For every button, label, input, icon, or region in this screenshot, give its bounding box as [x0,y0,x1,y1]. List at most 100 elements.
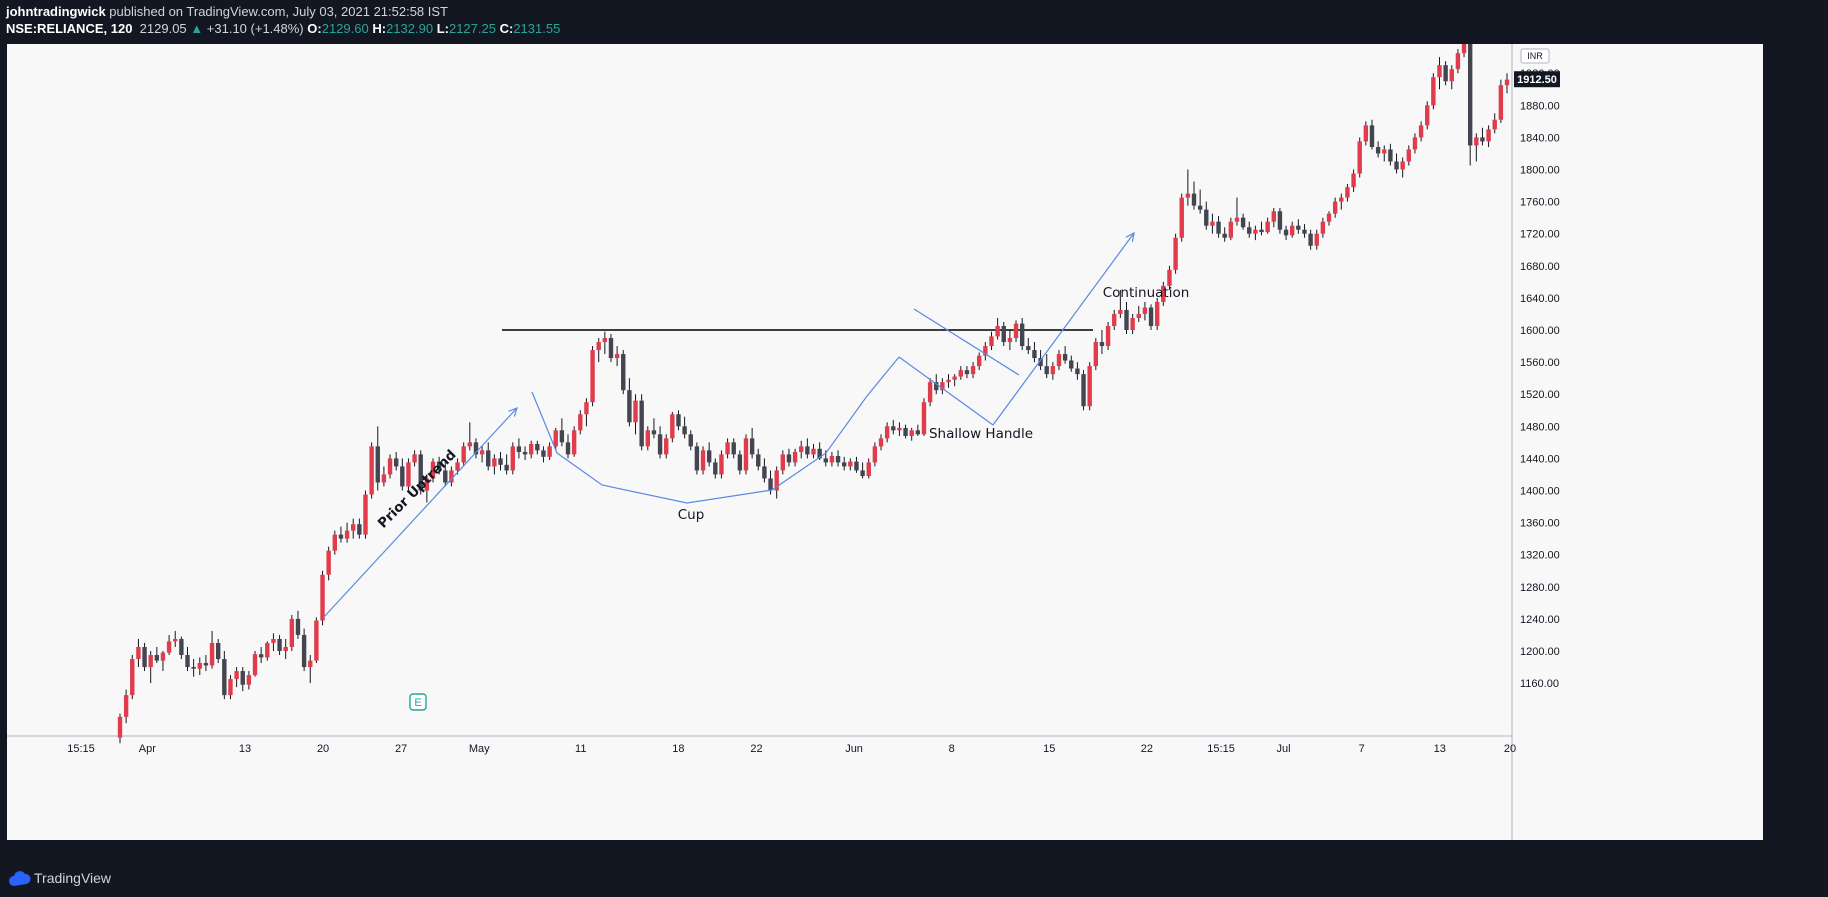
candle-body [1136,313,1141,318]
candle-body [228,679,233,696]
candle-body [197,663,202,669]
candle-body [535,443,540,451]
candle-body [1167,269,1172,286]
author-name[interactable]: johntradingwick [6,4,106,19]
candle-body [1425,105,1430,126]
candle-body [406,462,411,487]
cup-curve [531,356,900,504]
candle-body [418,454,423,491]
candle-body [688,434,693,447]
candle-body [1253,229,1258,234]
candle-body [1443,65,1448,82]
candle-body [676,414,681,427]
candle-body [240,671,245,685]
candle-body [633,400,638,423]
y-tick-label: 1240.00 [1520,614,1560,626]
candle-body [277,638,282,651]
candle-body [308,660,313,668]
candlestick-chart[interactable]: 1160.00 1200.00 1240.00 1280.00 1320.00 1360.… [7,44,1763,840]
candle-body [1283,229,1289,236]
candle-body [479,450,485,455]
symbol-label[interactable]: NSE:RELIANCE, 120 [6,21,133,36]
tradingview-cloud-icon[interactable] [8,871,32,887]
candle-body [921,402,927,435]
candle-body [1087,366,1092,407]
candle-body [473,442,479,455]
x-tick-label: Jul [1277,743,1291,755]
candle-body [1001,325,1006,343]
candle-body [977,355,982,367]
candle-body [393,458,399,467]
candle-body [1093,342,1099,367]
candle-body [964,370,970,375]
candle-body [1320,221,1326,234]
candle-body [1480,137,1485,142]
candle-body [1289,225,1295,236]
candle-body [301,634,307,668]
candle-body [786,454,792,463]
candle-body [657,434,663,455]
candle-body [123,695,129,717]
y-tick-label: 1800.00 [1520,165,1560,177]
candle-body [706,450,712,463]
breakout-arrow-head [1125,231,1135,242]
y-tick-label: 1440.00 [1520,453,1560,465]
annotation-label: Shallow Handle [929,426,1033,442]
candle-body [608,338,614,359]
candle-body [295,618,301,635]
y-tick-label: 1760.00 [1520,197,1560,209]
candle-body [829,455,835,463]
x-tick-label: 8 [949,743,955,755]
candle-body [1431,77,1436,106]
low-label: L: [436,21,449,36]
candle-body [117,716,123,738]
candle-body [1038,358,1043,367]
candle-body [1228,221,1234,238]
candle-body [614,354,620,359]
annotation-label: Cup [678,507,705,523]
candle-body [553,430,558,447]
candle-body [222,659,227,696]
candle-body [338,534,344,539]
candle-body [1185,193,1191,198]
chart-area[interactable]: 1160.00 1200.00 1240.00 1280.00 1320.00 1360.… [7,44,1763,840]
candle-body [749,438,755,455]
candle-body [713,462,718,475]
candle-body [571,430,577,455]
candle-body [363,494,368,535]
candle-body [1142,307,1148,314]
high-label: H: [372,21,387,36]
candle-body [958,370,963,377]
candle-body [510,446,515,471]
candle-body [743,438,749,471]
candle-body [590,350,595,403]
candle-body [811,448,816,455]
candle-body [344,530,350,539]
candle-body [897,427,902,431]
candle-body [578,414,583,431]
candle-body [1345,187,1350,198]
candle-body [351,524,356,531]
candle-body [1161,285,1166,302]
candle-body [1455,53,1461,70]
candle-body [878,438,884,447]
candle-body [835,455,841,463]
candle-body [1296,225,1301,230]
y-tick-label: 1280.00 [1520,582,1560,594]
candle-body [160,652,166,661]
currency-label: INR [1527,51,1543,61]
candle-body [1099,342,1105,347]
candle-body [596,342,601,351]
candle-body [461,446,466,463]
candle-body [375,446,380,483]
candle-body [670,414,675,439]
candle-body [504,464,509,471]
candle-body [148,655,153,668]
y-tick-label: 1360.00 [1520,518,1560,530]
candle-body [436,461,442,471]
breakout-arrow [992,232,1135,426]
candle-body [1314,233,1319,246]
candle-body [565,442,571,455]
close-value: 2131.55 [513,21,561,36]
tradingview-brand[interactable]: TradingView [34,870,112,886]
